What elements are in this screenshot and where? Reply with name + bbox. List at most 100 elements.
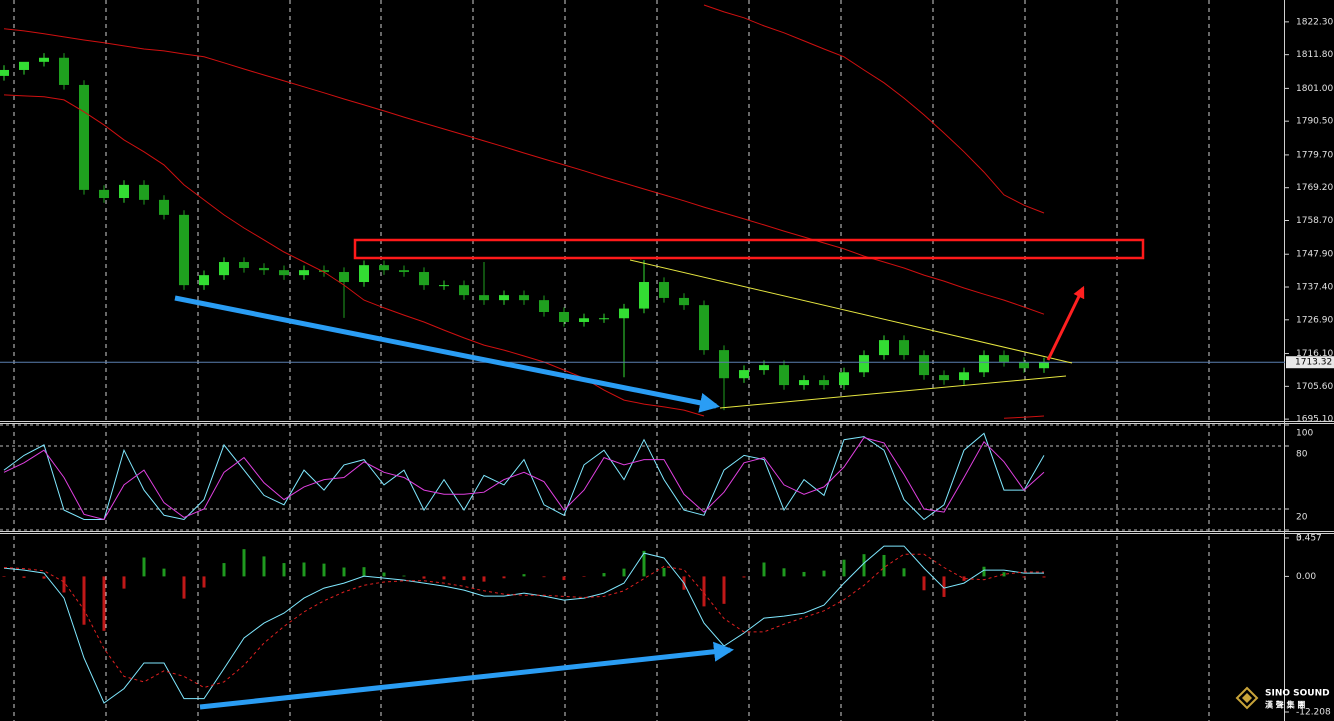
candle-body [719,350,729,379]
candle-body [899,340,909,356]
histogram-bar [862,554,866,577]
indicator-line [3,432,1045,521]
histogram-bar [262,556,266,577]
histogram-bar [62,576,66,593]
histogram-bar [782,568,786,577]
histogram-bar [502,576,506,579]
histogram-bar [282,563,286,577]
candle-body [859,355,869,373]
histogram-bar [1022,576,1026,578]
y-tick-label: 1790.50 [1296,117,1333,127]
resistance-box [353,238,1145,260]
last-price-label: 1713.32 [1295,358,1332,368]
y-tick-label: 1822.30 [1296,17,1333,27]
candle-body [119,184,129,199]
candle-body [99,189,109,199]
down-trend-arrow [174,295,720,413]
histogram-bar [542,576,546,578]
y-tick-label: 80 [1296,450,1308,460]
histogram-bar [382,572,386,577]
candle-body [359,265,369,283]
histogram-bar [42,576,46,579]
triangle-upper [629,259,1073,364]
y-tick-label: 1716.10 [1296,349,1333,359]
histogram-bar [902,568,906,577]
candle-body [999,355,1009,362]
histogram-bar [102,576,106,631]
histogram-bar [802,571,806,577]
y-tick-label: -12.208 [1296,708,1331,718]
time-grid [13,0,1210,721]
y-tick-label: 0.00 [1296,572,1316,582]
candle-body [959,372,969,381]
annotations [174,238,1145,710]
histogram-bar [122,576,126,589]
histogram-bar [1042,576,1046,578]
candle-body [1039,362,1049,369]
histogram-bar [622,568,626,577]
histogram-bar [422,576,426,579]
last-price-box [1286,356,1334,369]
candle-body [1019,361,1029,369]
candle-body [339,272,349,283]
candle-body [839,372,849,386]
candle-body [559,312,569,322]
logo-name: SINO SOUND [1265,689,1330,699]
histogram-bar [602,573,606,577]
histogram-bar [302,562,306,577]
candle-body [379,265,389,271]
candle-body [919,355,929,376]
histogram-bar [242,549,246,577]
candle-body [579,318,589,322]
candle-body [159,199,169,215]
candle-body [639,282,649,309]
histogram-bar [182,576,186,599]
y-tick-label: 1769.20 [1296,183,1333,193]
histogram-bar [662,567,666,577]
y-tick-label: 1695.10 [1296,415,1333,425]
y-tick-label: 0 [1296,534,1302,544]
histogram-bar [162,568,166,577]
histogram-bar [482,576,486,582]
histogram-bar [842,559,846,577]
histogram-bar [522,574,526,577]
histogram-bar [322,563,326,577]
candle-body [419,272,429,286]
y-tick-label: 100 [1296,429,1313,439]
y-tick-label: 3.457 [1296,534,1322,544]
candle-body [819,380,829,386]
candle-body [679,297,689,306]
candle-body [699,305,709,351]
candle-body [539,300,549,313]
candle-body [299,270,309,276]
y-tick-label: 1811.80 [1296,50,1333,60]
candle-body [519,295,529,301]
histogram-bar [202,576,206,588]
histogram-bar [762,562,766,577]
divergence-arrow [199,641,734,710]
histogram-bar [402,575,406,577]
candle-body [979,355,989,373]
histogram-bar [882,554,886,577]
histogram-bar [342,567,346,577]
candle-body [219,262,229,276]
histogram-bar [142,557,146,577]
candle-body [259,267,269,271]
logo-subtitle: 漢 聲 集 團 [1265,700,1305,710]
candle-body [139,184,149,200]
indicator-line [3,545,1044,704]
histogram-bar [462,576,466,581]
candle-body [499,295,509,301]
histogram-bar [942,576,946,597]
candle-body [199,275,209,286]
candle-body [619,308,629,319]
histogram-bar [582,576,586,577]
indicator-line [703,4,1045,214]
y-tick-label: 1705.60 [1296,382,1333,392]
histogram-bar [1002,572,1006,577]
candle-body [59,57,69,85]
data-layer: 1822.30 1811.80 1801.00 1790.50 1779.70 1769.… [0,4,1334,718]
candle-body [739,370,749,379]
